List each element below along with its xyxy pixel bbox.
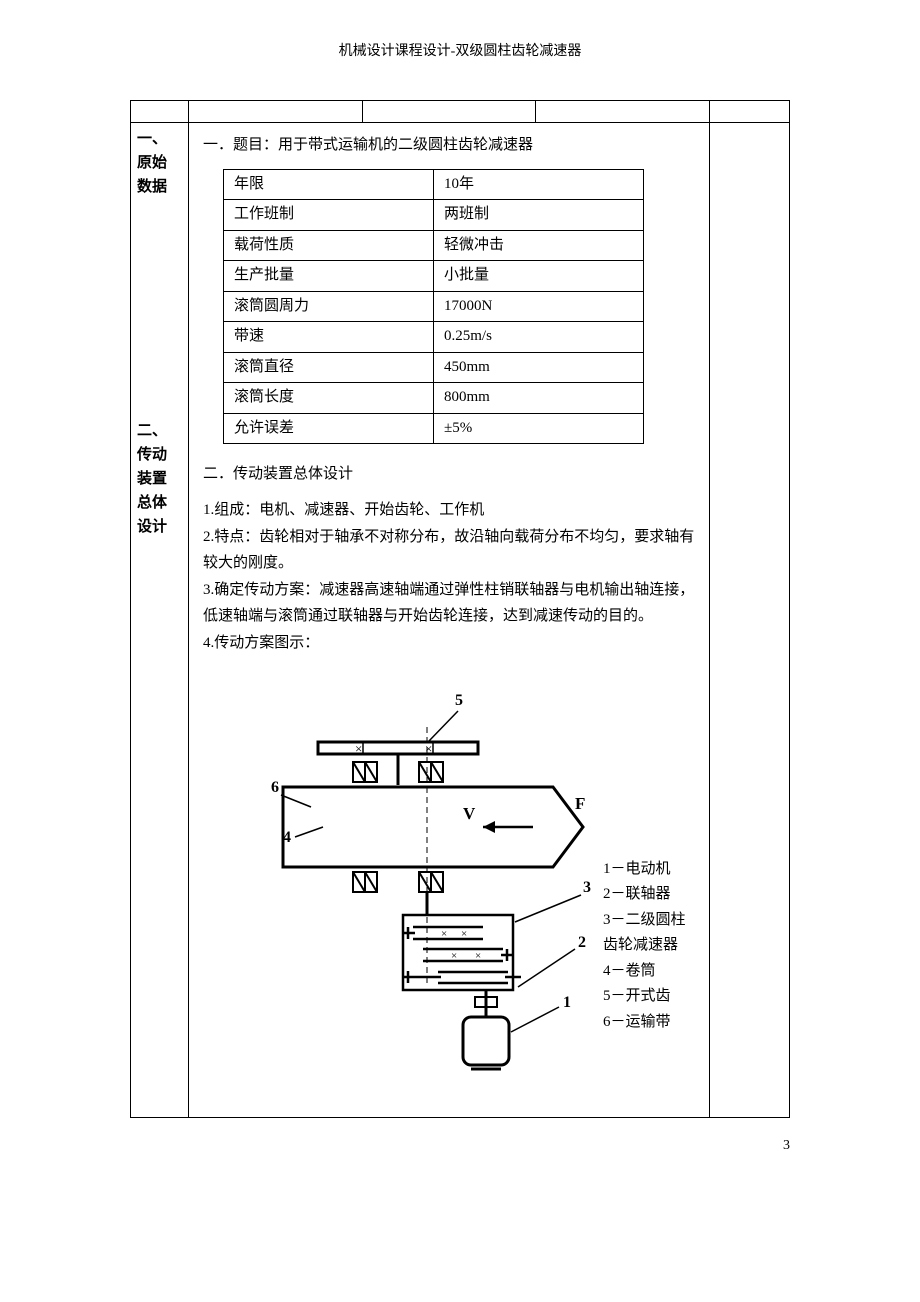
para-2: 2.特点：齿轮相对于轴承不对称分布，故沿轴向载荷分布不均匀，要求轴有较大的刚度。 [203, 525, 695, 576]
spec-value: 800mm [434, 383, 644, 414]
svg-text:×: × [475, 950, 481, 962]
spec-value: 0.25m/s [434, 322, 644, 353]
section1-label: 一、 原始 数据 [137, 127, 182, 199]
spec-key: 工作班制 [224, 200, 434, 231]
spec-key: 带速 [224, 322, 434, 353]
table-row: 滚筒直径450mm [224, 352, 644, 383]
table-row: 滚筒圆周力17000N [224, 291, 644, 322]
main-layout-table: 一、 原始 数据 二、 传动 装置 总体 设计 一．题目：用于带式运输机的二级圆… [130, 100, 790, 1118]
page-number: 3 [0, 1138, 920, 1154]
body-text: 1.组成：电机、减速器、开始齿轮、工作机 2.特点：齿轮相对于轴承不对称分布，故… [203, 498, 695, 657]
para-3: 3.确定传动方案：减速器高速轴端通过弹性柱销联轴器与电机输出轴连接，低速轴端与滚… [203, 578, 695, 629]
legend-1: 1－电动机 [603, 857, 695, 883]
table-row: 允许误差±5% [224, 413, 644, 444]
spec-value: 轻微冲击 [434, 230, 644, 261]
diagram-legend: 1－电动机 2－联轴器 3－二级圆柱齿轮减速器 4－卷筒 5－开式齿 6－运输带 [603, 857, 695, 1036]
spec-key: 生产批量 [224, 261, 434, 292]
label-3: 3 [583, 879, 591, 896]
spec-value: 两班制 [434, 200, 644, 231]
section1-title: 一．题目：用于带式运输机的二级圆柱齿轮减速器 [203, 133, 695, 159]
legend-5: 5－开式齿 [603, 984, 695, 1010]
svg-text:×: × [461, 928, 467, 940]
spec-key: 允许误差 [224, 413, 434, 444]
legend-4: 4－卷筒 [603, 959, 695, 985]
left-sidebar: 一、 原始 数据 二、 传动 装置 总体 设计 [131, 123, 189, 1118]
diagram-area: 5 × × [203, 687, 695, 1107]
table-row: 工作班制两班制 [224, 200, 644, 231]
legend-2: 2－联轴器 [603, 882, 695, 908]
label-2: 2 [578, 934, 586, 951]
page-header: 机械设计课程设计-双级圆柱齿轮减速器 [0, 40, 920, 60]
spec-key: 滚筒长度 [224, 383, 434, 414]
table-row: 带速0.25m/s [224, 322, 644, 353]
section2-label: 二、 传动 装置 总体 设计 [137, 419, 182, 539]
spec-key: 滚筒直径 [224, 352, 434, 383]
spec-value: 450mm [434, 352, 644, 383]
label-5: 5 [455, 692, 463, 709]
label-V: V [463, 804, 476, 823]
legend-6: 6－运输带 [603, 1010, 695, 1036]
spec-table: 年限10年工作班制两班制载荷性质轻微冲击生产批量小批量滚筒圆周力17000N带速… [223, 169, 644, 445]
label-4: 4 [283, 829, 291, 846]
spec-key: 年限 [224, 169, 434, 200]
section2-title: 二．传动装置总体设计 [203, 462, 695, 488]
para-1: 1.组成：电机、减速器、开始齿轮、工作机 [203, 498, 695, 524]
right-margin [710, 123, 790, 1118]
table-row: 年限10年 [224, 169, 644, 200]
transmission-diagram: 5 × × [223, 687, 603, 1107]
spec-value: 17000N [434, 291, 644, 322]
svg-text:×: × [355, 741, 362, 756]
spec-key: 载荷性质 [224, 230, 434, 261]
legend-3: 3－二级圆柱齿轮减速器 [603, 908, 695, 959]
spec-value: 小批量 [434, 261, 644, 292]
spec-value: 10年 [434, 169, 644, 200]
svg-text:×: × [425, 741, 432, 756]
svg-text:×: × [451, 950, 457, 962]
svg-text:×: × [441, 928, 447, 940]
table-row: 滚筒长度800mm [224, 383, 644, 414]
content-area: 一．题目：用于带式运输机的二级圆柱齿轮减速器 年限10年工作班制两班制载荷性质轻… [189, 123, 710, 1118]
spec-value: ±5% [434, 413, 644, 444]
label-F: F [575, 794, 585, 813]
header-row [131, 101, 790, 123]
table-row: 载荷性质轻微冲击 [224, 230, 644, 261]
label-1: 1 [563, 994, 571, 1011]
spec-key: 滚筒圆周力 [224, 291, 434, 322]
table-row: 生产批量小批量 [224, 261, 644, 292]
para-4: 4.传动方案图示： [203, 631, 695, 657]
label-6: 6 [271, 779, 279, 796]
